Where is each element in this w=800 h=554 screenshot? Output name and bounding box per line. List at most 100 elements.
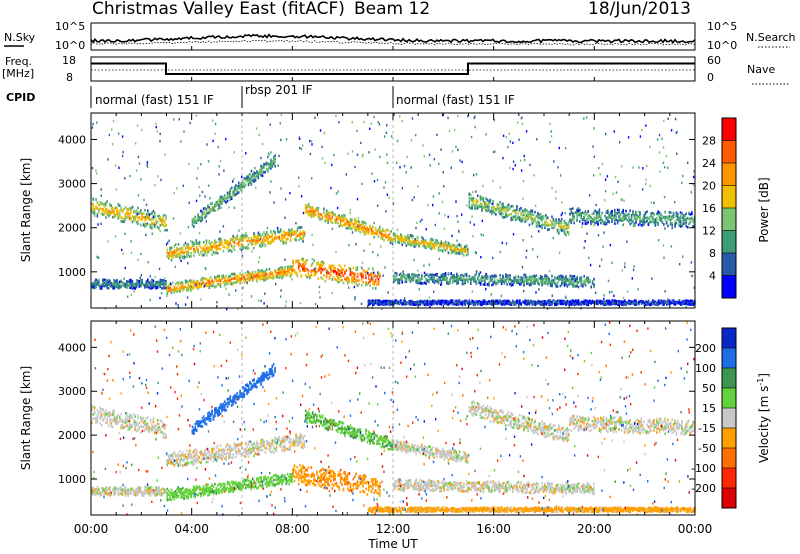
echo-cell [566,284,569,287]
echo-cell [332,270,335,273]
echo-cell [467,280,469,283]
echo-cell [222,275,225,279]
echo-cell [183,257,185,260]
echo-cell [614,214,616,217]
echo-cell [346,221,349,225]
echo-cell [542,279,545,282]
echo-cell [232,236,234,240]
echo-cell [391,302,394,306]
echo-cell [191,245,194,248]
echo-cell [400,236,402,239]
echo-cell [468,299,471,302]
echo-cell [128,212,131,216]
echo-cell [138,212,141,215]
echo-cell [99,207,101,210]
echo-cell [538,223,541,226]
echo-cell [597,302,599,306]
echo-cell [393,232,395,235]
date-label: 18/Jun/2013 [588,0,691,19]
echo-cell [236,192,239,195]
echo-cell [249,181,251,184]
echo-cell [583,216,585,220]
echo-cell [221,195,223,198]
echo-cell [208,284,211,288]
echo-cell [411,234,413,238]
echo-cell [334,278,336,281]
echo-cell [126,207,128,211]
echo-cell [580,281,583,285]
echo-cell [167,256,170,260]
echo-cell [202,240,205,244]
echo-cell [261,272,264,275]
echo-cell [463,247,465,251]
echo-cell [558,230,560,234]
echo-cell [320,276,322,279]
echo-cell [282,240,285,244]
echo-cell [264,243,267,247]
echo-cell [314,271,317,274]
echo-cell [188,246,191,249]
echo-cell [272,155,275,159]
echo-cell [506,209,508,213]
echo-cell [202,253,205,257]
echo-cell [408,279,410,282]
echo-cell [471,199,473,203]
echo-cell [348,223,350,226]
echo-cell [244,236,247,240]
echo-cell [679,214,682,218]
echo-cell [145,223,148,226]
echo-cell [622,215,624,218]
echo-cell [142,223,145,227]
echo-cell [346,282,349,286]
echo-cell [523,217,525,221]
echo-cell [293,238,296,241]
echo-cell [560,221,563,224]
echo-cell [335,221,338,224]
echo-cell [363,233,366,236]
echo-cell [530,215,532,218]
echo-cell [152,210,155,213]
echo-cell [656,212,658,216]
echo-cell [155,282,157,286]
echo-cell [509,277,511,280]
echo-cell [261,239,264,243]
echo-cell [674,222,676,226]
echo-cell [123,218,125,221]
echo-cell [320,217,322,221]
echo-cell [300,264,303,268]
echo-cell [432,243,434,246]
echo-cell [271,272,274,276]
echo-cell [148,286,150,289]
echo-cell [488,208,490,211]
echo-cell [242,185,244,188]
echo-cell [202,211,205,214]
echo-cell [289,231,292,235]
echo-cell [313,259,315,262]
echo-cell [520,212,522,215]
echo-cell [291,232,293,235]
echo-cell [344,270,346,274]
echo-cell [277,271,279,275]
echo-cell [636,216,638,219]
echo-cell [321,216,324,219]
echo-cell [191,243,194,246]
echo-cell [582,302,584,306]
freq-tick-high: 18 [62,54,76,67]
echo-cell [346,279,349,283]
echo-cell [565,282,567,286]
echo-cell [370,230,373,234]
echo-cell [134,215,136,218]
echo-cell [393,234,395,237]
echo-cell [386,228,388,231]
echo-cell [360,226,363,229]
echo-cell [632,212,634,216]
echo-cell [310,215,313,219]
echo-cell [532,218,535,221]
echo-cell [120,207,122,210]
echo-cell [598,208,601,211]
echo-cell [313,273,315,277]
echo-cell [306,258,308,262]
echo-cell [167,255,170,258]
echo-cell [117,211,120,215]
echo-cell [679,219,682,223]
